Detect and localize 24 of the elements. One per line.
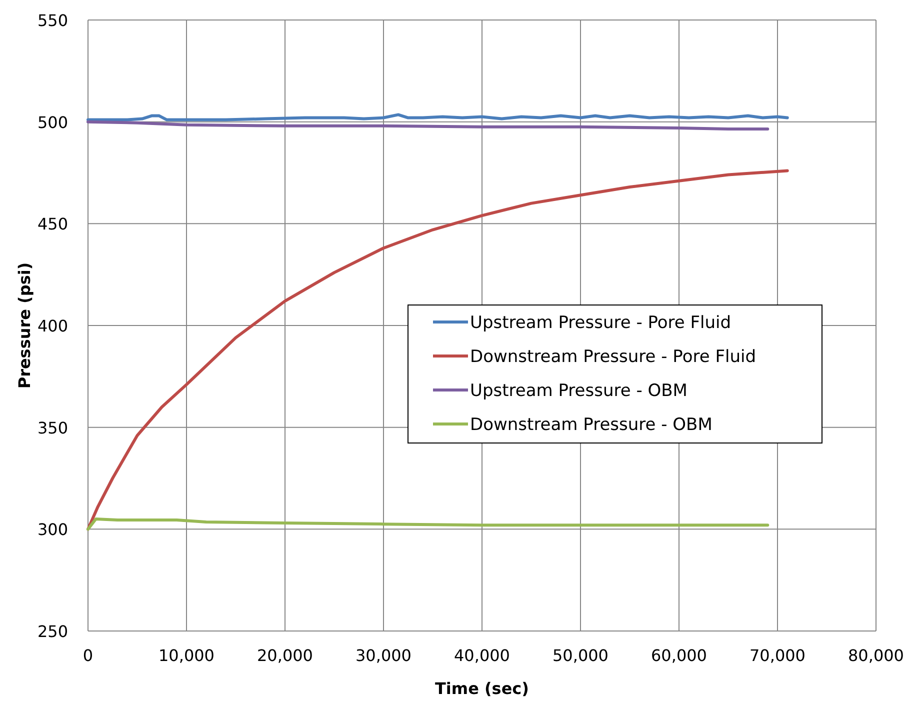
- x-tick-label: 40,000: [454, 646, 510, 665]
- x-tick-label: 20,000: [257, 646, 313, 665]
- y-tick-label: 350: [37, 418, 68, 438]
- legend-label: Downstream Pressure - OBM: [470, 415, 712, 435]
- x-tick-label: 10,000: [158, 646, 214, 665]
- line-series: [86, 517, 770, 531]
- y-axis-title: Pressure (psi): [15, 262, 34, 389]
- legend-label: Upstream Pressure - Pore Fluid: [470, 313, 732, 333]
- legend-label: Upstream Pressure - OBM: [470, 381, 688, 401]
- y-tick-label: 400: [37, 316, 68, 336]
- y-tick-label: 300: [37, 520, 68, 540]
- x-axis-title: Time (sec): [435, 679, 529, 698]
- x-tick-label: 80,000: [848, 646, 904, 665]
- x-tick-label: 30,000: [356, 646, 412, 665]
- legend-label: Downstream Pressure - Pore Fluid: [470, 347, 756, 367]
- y-tick-label: 500: [37, 112, 68, 132]
- x-tick-label: 0: [82, 646, 94, 665]
- y-tick-label: 250: [37, 622, 68, 641]
- y-tick-label: 550: [37, 11, 68, 30]
- x-tick-label: 70,000: [750, 646, 806, 665]
- line-series: [86, 120, 770, 130]
- x-tick-label: 60,000: [651, 646, 707, 665]
- y-tick-label: 450: [37, 214, 68, 234]
- x-tick-label: 50,000: [552, 646, 608, 665]
